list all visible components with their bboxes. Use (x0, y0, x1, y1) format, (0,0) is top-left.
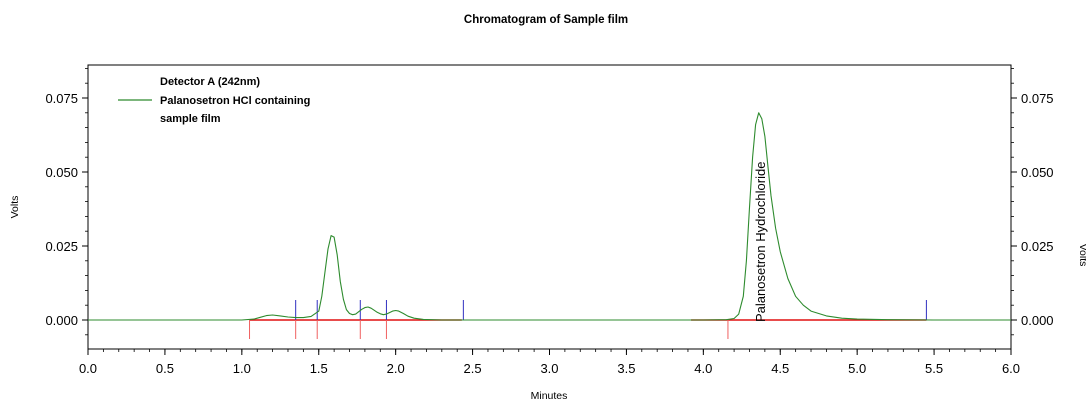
y-tick-label-right: 0.025 (1021, 239, 1054, 254)
x-tick-label: 2.0 (387, 361, 405, 376)
x-tick-label: 6.0 (1002, 361, 1020, 376)
legend: Detector A (242nm) Palanosetron HCl cont… (118, 76, 310, 125)
series-line (88, 112, 1011, 321)
x-tick-label: 0.0 (79, 361, 97, 376)
x-tick-label: 2.5 (464, 361, 482, 376)
legend-header: Detector A (242nm) (160, 76, 260, 88)
y-axis-label-left: Volts (9, 196, 21, 219)
data-series (88, 112, 1011, 321)
y-tick-label-left: 0.075 (45, 91, 78, 106)
y-axis-ticks: 0.000 0.000 0.025 0.025 0.050 0.050 0.075 0.075 (45, 68, 1054, 336)
x-tick-label: 5.5 (925, 361, 943, 376)
y-tick-label-left: 0.050 (45, 165, 78, 180)
y-tick-label-right: 0.000 (1021, 313, 1054, 328)
legend-entry-line1: Palanosetron HCl containing (160, 95, 310, 107)
x-tick-label: 1.5 (310, 361, 328, 376)
x-tick-label: 0.5 (156, 361, 174, 376)
peak-annotation: Palanosetron Hydrochloride (753, 162, 768, 322)
x-axis-label: Minutes (531, 390, 568, 402)
x-tick-label: 4.5 (771, 361, 789, 376)
x-tick-label: 3.5 (617, 361, 635, 376)
x-tick-label: 4.0 (694, 361, 712, 376)
x-tick-label: 5.0 (848, 361, 866, 376)
x-tick-label: 3.0 (540, 361, 558, 376)
integration-marks (249, 300, 927, 339)
x-tick-label: 1.0 (233, 361, 251, 376)
y-tick-label-right: 0.075 (1021, 91, 1054, 106)
chart-title: Chromatogram of Sample film (464, 14, 628, 26)
y-axis-label-right: Volts (1077, 244, 1086, 267)
legend-entry-line2: sample film (160, 113, 221, 125)
x-axis-ticks: 0.0 0.5 1.0 1.5 2.0 2.5 3.0 3.5 4.0 4.5 5.0 5.5 6.0 (79, 349, 1020, 376)
plot-area (87, 64, 1012, 350)
y-tick-label-left: 0.025 (45, 239, 78, 254)
y-tick-label-right: 0.050 (1021, 165, 1054, 180)
y-tick-label-left: 0.000 (45, 313, 78, 328)
